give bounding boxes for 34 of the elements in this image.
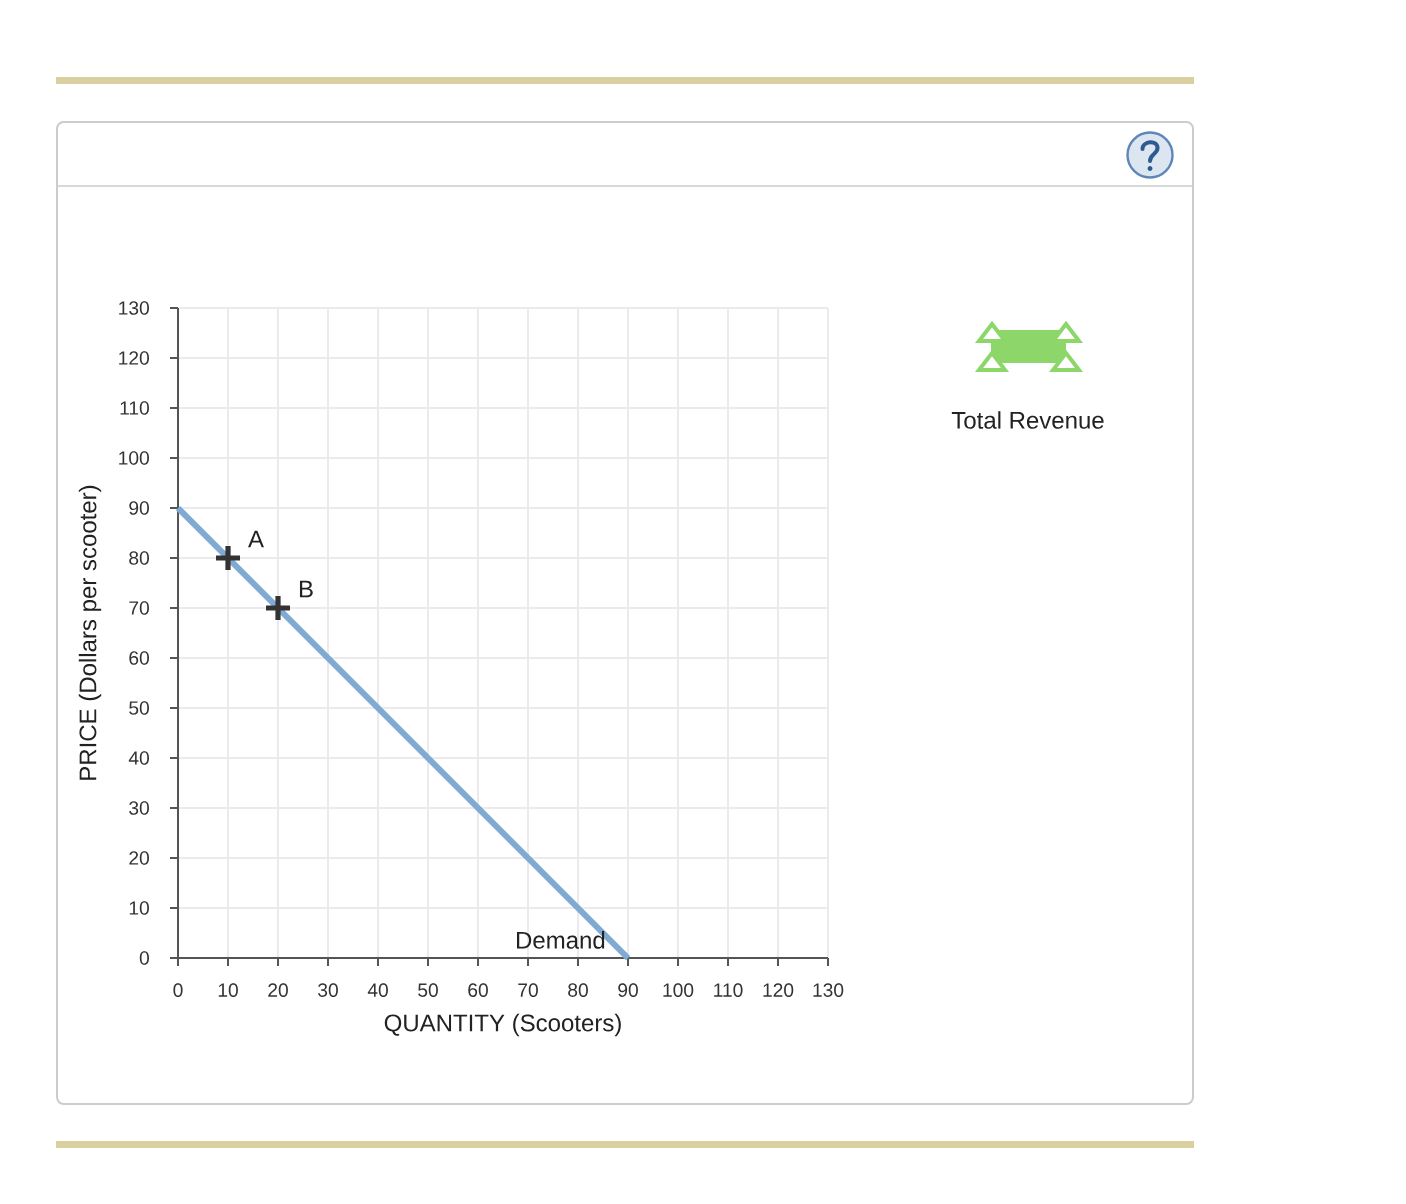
x-tick-label: 20 bbox=[268, 983, 288, 997]
y-tick-label: 70 bbox=[129, 601, 149, 615]
y-tick-label: 10 bbox=[129, 901, 149, 915]
y-tick-label: 0 bbox=[139, 951, 149, 965]
x-tick-label: 100 bbox=[663, 983, 694, 997]
y-tick-label: 20 bbox=[129, 851, 149, 865]
annotation: B bbox=[299, 580, 313, 598]
x-tick-label: 10 bbox=[218, 983, 238, 997]
x-tick-label: 0 bbox=[173, 983, 183, 997]
x-tick-label: 80 bbox=[568, 983, 588, 997]
y-tick-label: 30 bbox=[129, 801, 149, 815]
x-tick-label: 90 bbox=[618, 983, 638, 997]
y-tick-label: 110 bbox=[120, 401, 149, 415]
x-tick-label: 30 bbox=[318, 983, 338, 997]
x-tick-label: 60 bbox=[468, 983, 488, 997]
series-label: Demand bbox=[516, 931, 605, 949]
y-tick-label: 40 bbox=[128, 751, 149, 765]
y-tick-label: 50 bbox=[129, 701, 149, 715]
y-tick-label: 80 bbox=[129, 551, 149, 565]
y-tick-label: 120 bbox=[119, 351, 149, 365]
x-tick-label: 70 bbox=[518, 983, 538, 997]
y-tick-label: 100 bbox=[119, 451, 149, 465]
text: Total Revenue bbox=[951, 411, 1104, 429]
y-tick-label: 90 bbox=[129, 501, 149, 515]
x-tick-label: 130 bbox=[813, 983, 844, 997]
y-tick-label: 60 bbox=[129, 651, 149, 665]
x-tick-label: 50 bbox=[418, 983, 438, 997]
y-axis-title: PRICE (Dollars per scooter) bbox=[78, 485, 102, 780]
x-tick-label: 120 bbox=[763, 983, 794, 997]
annotation: A bbox=[248, 530, 264, 548]
x-tick-label: 40 bbox=[367, 983, 388, 997]
x-axis-title: QUANTITY (Scooters) bbox=[384, 1013, 621, 1037]
y-tick-label: 130 bbox=[119, 301, 149, 315]
x-tick-label: 110 bbox=[714, 983, 743, 997]
